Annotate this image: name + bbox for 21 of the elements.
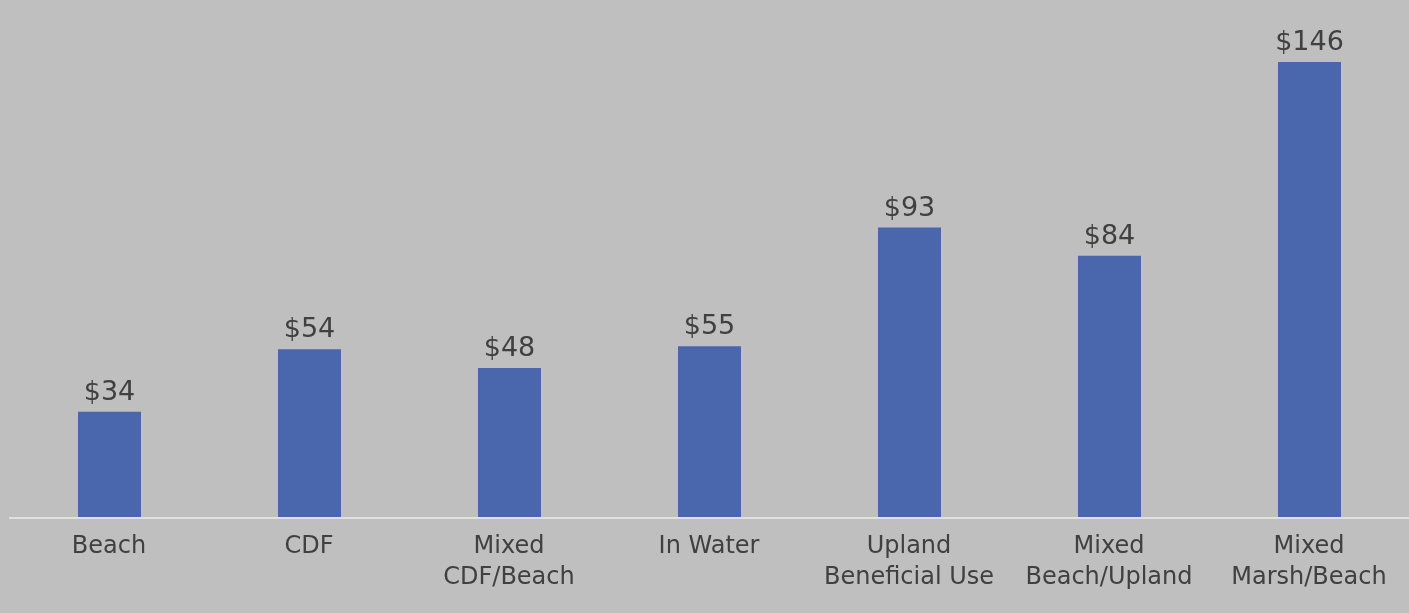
- x-tick-label: CDF: [284, 531, 334, 559]
- x-tick-label: Mixed CDF/Beach: [443, 531, 575, 590]
- x-tick-label: In Water: [658, 531, 760, 559]
- bar: [1278, 62, 1341, 518]
- data-label: $55: [683, 309, 736, 341]
- bar: [78, 411, 141, 518]
- bar: [878, 227, 941, 518]
- bar: [678, 346, 741, 518]
- data-label: $84: [1083, 218, 1136, 250]
- x-tick-label: Beach: [71, 531, 147, 559]
- data-label: $146: [1275, 25, 1344, 56]
- bar: [278, 349, 341, 518]
- data-label: $34: [83, 374, 136, 406]
- data-label: $48: [483, 331, 536, 363]
- bar: [478, 368, 541, 518]
- data-label: $54: [283, 312, 336, 344]
- x-tick-label: Mixed Beach/Upland: [1025, 531, 1193, 590]
- x-tick-label: Mixed Marsh/Beach: [1231, 531, 1387, 590]
- bar: [1078, 255, 1141, 518]
- data-label: $93: [883, 190, 936, 222]
- x-tick-label: Upland Beneficial Use: [823, 531, 995, 590]
